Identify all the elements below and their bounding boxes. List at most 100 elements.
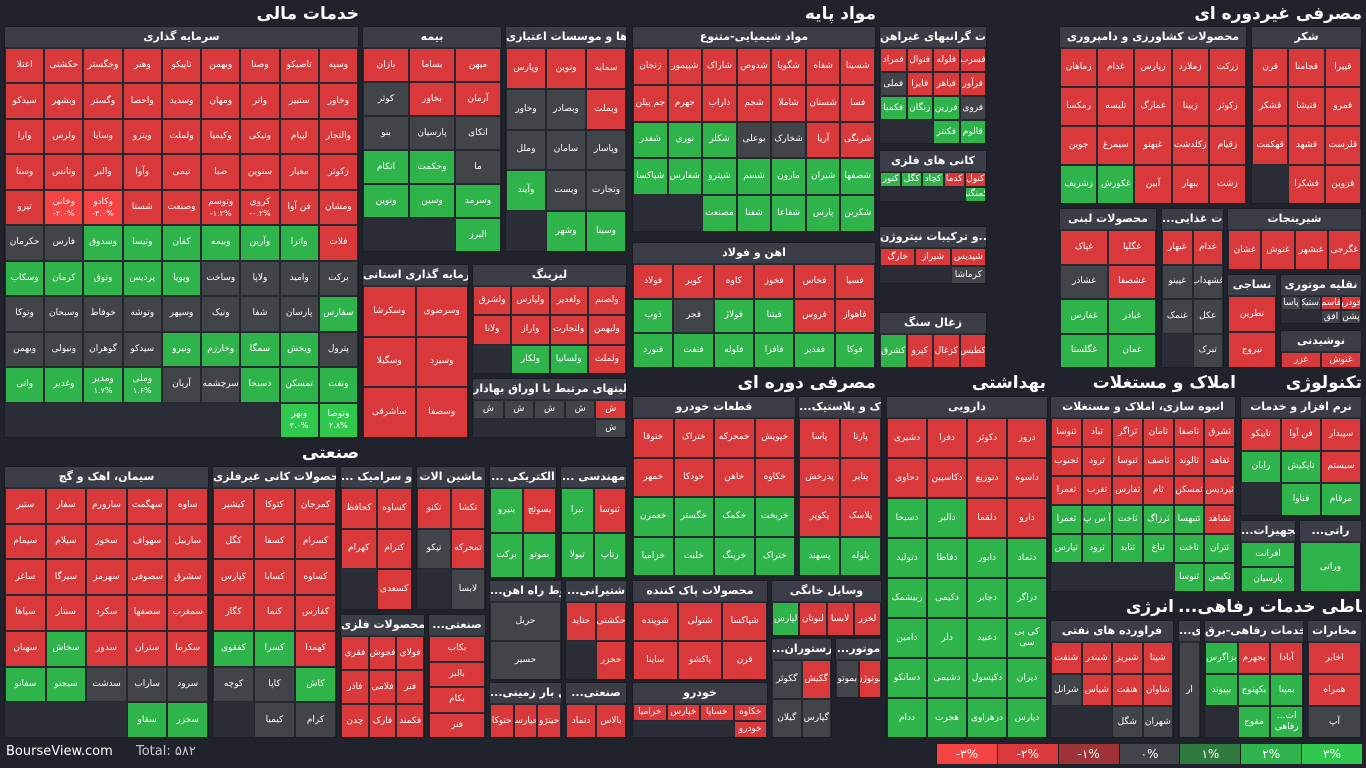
stock-tile[interactable]: ستبیر <box>279 83 319 119</box>
stock-tile[interactable]: سیدکو <box>122 331 162 368</box>
stock-tile[interactable]: ثنوسا <box>1173 563 1205 591</box>
stock-tile[interactable]: پلوله <box>840 536 881 575</box>
stock-tile[interactable]: هنفت <box>1112 674 1143 706</box>
stock-tile[interactable]: پترول <box>318 331 358 368</box>
stock-tile[interactable]: سیمام <box>5 523 46 560</box>
stock-tile[interactable]: کگل <box>213 523 254 560</box>
stock-tile[interactable]: شکربن <box>840 195 875 231</box>
stock-tile[interactable]: مرقام <box>1321 483 1361 515</box>
stock-tile[interactable]: وبشهر <box>44 83 84 119</box>
stock-tile[interactable]: زکوثر <box>1208 87 1246 126</box>
stock-tile[interactable]: ش <box>473 400 504 419</box>
stock-tile[interactable]: نطرین <box>1228 296 1276 332</box>
stock-tile[interactable]: صبا <box>201 154 241 190</box>
stock-tile[interactable]: ونیک <box>201 296 241 332</box>
stock-tile[interactable]: وخاور <box>506 88 546 130</box>
stock-tile[interactable]: شاوان <box>1142 674 1173 706</box>
stock-tile[interactable]: دفرا <box>927 418 967 458</box>
stock-tile[interactable]: فروی <box>959 96 986 120</box>
stock-tile[interactable]: قرن <box>722 641 767 679</box>
stock-tile[interactable]: خپارس <box>666 704 700 721</box>
stock-tile[interactable]: کیمیا <box>254 702 295 737</box>
stock-tile[interactable]: قزوین <box>1324 165 1361 203</box>
stock-tile[interactable]: خارگ <box>880 248 916 266</box>
stock-tile[interactable]: سخوز <box>86 523 127 560</box>
stock-tile[interactable]: ش <box>503 400 535 419</box>
stock-tile[interactable]: حخزر <box>596 641 626 679</box>
stock-tile[interactable]: شفارس <box>667 158 703 196</box>
stock-tile[interactable]: فلات <box>318 225 358 261</box>
stock-tile[interactable]: شپاکسا <box>722 602 767 641</box>
stock-tile[interactable]: بنو <box>363 116 409 150</box>
stock-tile[interactable]: وسایا <box>83 118 123 155</box>
stock-tile[interactable]: میهن <box>455 48 501 82</box>
stock-tile[interactable]: برکت <box>318 260 358 297</box>
stock-tile[interactable]: غمارگ <box>1134 87 1172 126</box>
stock-tile[interactable]: بالاس <box>596 704 626 737</box>
stock-tile[interactable]: کنول <box>964 172 986 187</box>
stock-tile[interactable]: غبادر <box>1108 299 1156 334</box>
stock-tile[interactable]: کرمان <box>44 260 84 297</box>
stock-tile[interactable]: سشرق <box>167 559 208 596</box>
industry-group[interactable]: محصولات پاک کننده شپاکسا شتولی شوینده قرن پاک… <box>632 580 768 680</box>
industry-group[interactable]: اهن و فولاد فسیا فخاس فخوز کاوه کویر فولاد فاهو… <box>632 242 876 368</box>
stock-tile[interactable]: ثام <box>1143 476 1174 505</box>
stock-tile[interactable]: فکمیا <box>880 96 907 120</box>
stock-tile[interactable]: ثکیمن <box>1204 563 1235 591</box>
stock-tile[interactable]: کزغال <box>933 334 960 367</box>
stock-tile[interactable]: وتانس <box>44 154 84 190</box>
stock-tile[interactable]: فاهواز <box>834 298 875 334</box>
industry-group[interactable]: ها و موسسات اعتباری... سمایه وتوین وپارس وبم… <box>505 26 627 252</box>
stock-tile[interactable]: تکنو <box>417 488 451 529</box>
stock-tile[interactable]: فنوال <box>906 48 933 72</box>
stock-tile[interactable]: شپاکسا <box>633 158 668 196</box>
stock-tile[interactable]: غشهداب <box>1192 264 1223 299</box>
stock-tile[interactable]: غبشهر <box>1294 230 1328 269</box>
stock-tile[interactable]: البرز <box>455 218 501 251</box>
stock-tile[interactable]: موتوژن <box>858 660 881 697</box>
stock-tile[interactable]: پدرخش <box>799 457 840 497</box>
stock-tile[interactable]: دالبر <box>927 498 967 538</box>
stock-tile[interactable]: پردیس <box>122 260 162 297</box>
stock-tile[interactable]: زپارس <box>1134 48 1172 87</box>
stock-tile[interactable]: سمگا <box>240 331 280 368</box>
stock-tile[interactable]: رتاپ <box>593 533 626 577</box>
stock-tile[interactable]: دشیری <box>887 418 927 458</box>
stock-tile[interactable]: بالبر <box>429 661 485 687</box>
stock-tile[interactable]: غشان <box>1228 230 1262 269</box>
stock-tile[interactable]: سخاش <box>45 630 87 667</box>
stock-tile[interactable]: سهگمت <box>126 488 168 524</box>
industry-group[interactable]: ...موتور موتوژنبموتو <box>835 638 882 698</box>
stock-tile[interactable]: والبر <box>83 154 123 190</box>
stock-tile[interactable]: شبندر <box>1081 642 1112 674</box>
stock-tile[interactable]: فولاژ <box>713 298 754 334</box>
stock-tile[interactable]: سیستم <box>1321 450 1361 484</box>
stock-tile[interactable]: فجر <box>673 298 714 334</box>
stock-tile[interactable]: تاپیکو <box>1241 418 1281 451</box>
stock-tile[interactable]: شسینا <box>840 48 875 85</box>
stock-tile[interactable]: کسابا <box>254 559 295 596</box>
stock-tile[interactable]: بسوئچ <box>523 488 556 533</box>
stock-tile[interactable]: شفاعا <box>771 195 806 231</box>
stock-tile[interactable]: ولملت <box>587 344 626 373</box>
stock-tile[interactable]: قشکر <box>1252 87 1289 126</box>
stock-tile[interactable]: وامید <box>279 260 319 297</box>
stock-tile[interactable]: ویخش <box>279 331 319 368</box>
stock-tile[interactable]: خکاوه <box>754 457 795 497</box>
stock-tile[interactable]: خکمک <box>714 497 755 537</box>
stock-tile[interactable]: اتکام <box>363 150 409 184</box>
industry-group[interactable]: فراورده های نفتی شپنا شبریز شبندر شنفت شاوان ه… <box>1050 620 1174 738</box>
stock-tile[interactable]: دعبید <box>967 618 1007 658</box>
stock-tile[interactable]: بزاگرس <box>1205 642 1238 674</box>
industry-group[interactable]: ...شتیرانی حکشتی حتاید حخزر <box>565 580 627 680</box>
stock-tile[interactable]: حیتژو <box>537 704 561 737</box>
stock-tile[interactable]: فنفت <box>673 333 714 367</box>
stock-tile[interactable]: شدوص <box>736 48 772 85</box>
stock-tile[interactable]: وسپهر <box>161 296 202 332</box>
stock-tile[interactable]: اعتلا <box>5 48 45 84</box>
industry-group[interactable]: ...صنعتی بکاب بالبر بکام فنر <box>428 614 486 738</box>
stock-tile[interactable]: وشهر <box>546 211 586 251</box>
stock-tile[interactable]: فسرب <box>959 48 986 72</box>
stock-tile[interactable]: شرنگی <box>840 121 875 159</box>
industry-group[interactable]: ماشین الات تکشا تکنو تمحرکه تپکو لابسا <box>416 466 486 610</box>
